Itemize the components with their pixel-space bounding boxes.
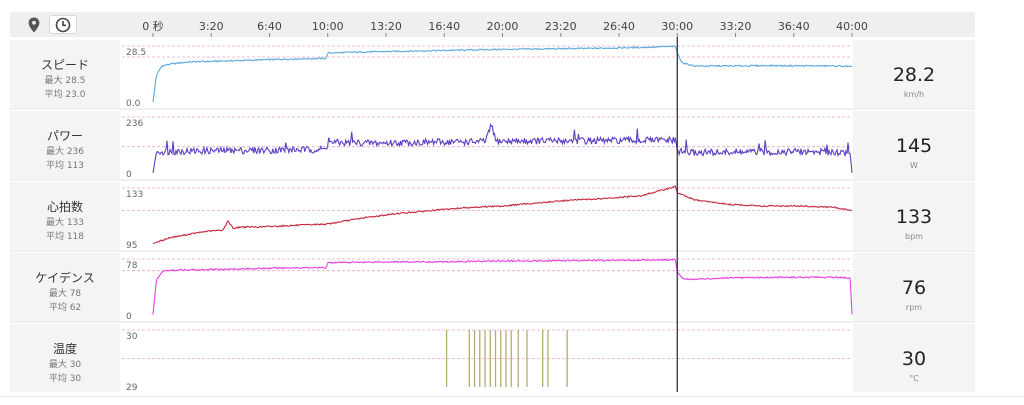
clock-icon [55, 17, 71, 32]
metric-name: 心拍数 [46, 200, 83, 214]
current-power: 145 W [853, 111, 975, 179]
current-unit: km/h [903, 90, 925, 99]
metric-max: 最大 133 [45, 218, 85, 228]
metric-avg: 平均 30 [48, 374, 82, 384]
series-line [152, 258, 853, 315]
metric-name: 温度 [52, 342, 77, 356]
x-tick-label: 3:20 [199, 20, 224, 33]
current-value: 76 [901, 277, 927, 299]
x-tick-label: 33:20 [720, 20, 752, 33]
y-tick-label-min: 95 [126, 241, 137, 251]
map-view-button[interactable] [20, 15, 48, 34]
x-tick-label: 23:20 [545, 20, 577, 33]
metric-name: ケイデンス [35, 271, 95, 285]
time-view-button[interactable] [49, 15, 77, 34]
metric-max: 最大 236 [45, 147, 85, 157]
current-cadence: 76 rpm [853, 253, 975, 321]
x-tick-label: 40:00 [836, 20, 868, 33]
y-tick-label-min: 0 [126, 170, 132, 180]
map-pin-icon [28, 17, 40, 32]
metric-label-cadence: ケイデンス 最大 78 平均 62 [10, 253, 120, 321]
current-heart-rate: 133 bpm [853, 182, 975, 250]
metric-avg: 平均 62 [48, 303, 82, 313]
metric-avg: 平均 113 [45, 161, 85, 171]
metric-name: スピード [40, 58, 89, 72]
x-tick-label: 6:40 [257, 20, 282, 33]
metric-max: 最大 28.5 [44, 76, 86, 86]
y-tick-label-max: 236 [126, 119, 143, 129]
x-tick-label: 16:40 [428, 20, 460, 33]
current-speed: 28.2 km/h [853, 40, 975, 108]
current-unit: bpm [905, 232, 923, 241]
x-tick-label: 13:20 [370, 20, 402, 33]
metric-label-speed: スピード 最大 28.5 平均 23.0 [10, 40, 120, 108]
toolbar [10, 12, 975, 37]
y-tick-label-min: 0 [126, 312, 132, 322]
current-value: 28.2 [892, 64, 936, 86]
metric-avg: 平均 118 [45, 232, 85, 242]
metric-label-temperature: 温度 最大 30 平均 30 [10, 324, 120, 392]
metric-max: 最大 78 [48, 289, 82, 299]
y-tick-label-min: 0.0 [126, 99, 141, 109]
y-tick-label-max: 133 [126, 190, 143, 200]
bottom-divider [0, 396, 1024, 397]
metric-avg: 平均 23.0 [44, 90, 86, 100]
current-value: 30 [901, 348, 927, 370]
current-temperature: 30 °C [853, 324, 975, 392]
current-unit: °C [909, 374, 919, 383]
metric-label-power: パワー 最大 236 平均 113 [10, 111, 120, 179]
x-tick-label: 30:00 [661, 20, 693, 33]
x-tick-label: 26:40 [603, 20, 635, 33]
metric-label-heart-rate: 心拍数 最大 133 平均 118 [10, 182, 120, 250]
metric-name: パワー [46, 129, 83, 143]
y-tick-label-max: 30 [126, 332, 138, 342]
metric-max: 最大 30 [48, 360, 82, 370]
x-tick-label: 20:00 [487, 20, 519, 33]
current-value: 145 [895, 135, 933, 157]
x-tick-label: 36:40 [778, 20, 810, 33]
x-tick-label: 10:00 [312, 20, 344, 33]
series-line [152, 45, 852, 103]
series-line [152, 185, 853, 245]
y-tick-label-min: 29 [126, 383, 138, 393]
current-unit: W [910, 161, 918, 170]
series-line [152, 123, 853, 173]
y-tick-label-max: 78 [126, 261, 138, 271]
current-unit: rpm [905, 303, 923, 312]
x-tick-label: 0 秒 [142, 19, 164, 33]
y-tick-label-max: 28.5 [126, 48, 146, 58]
plot-area [122, 40, 853, 390]
current-value: 133 [895, 206, 933, 228]
